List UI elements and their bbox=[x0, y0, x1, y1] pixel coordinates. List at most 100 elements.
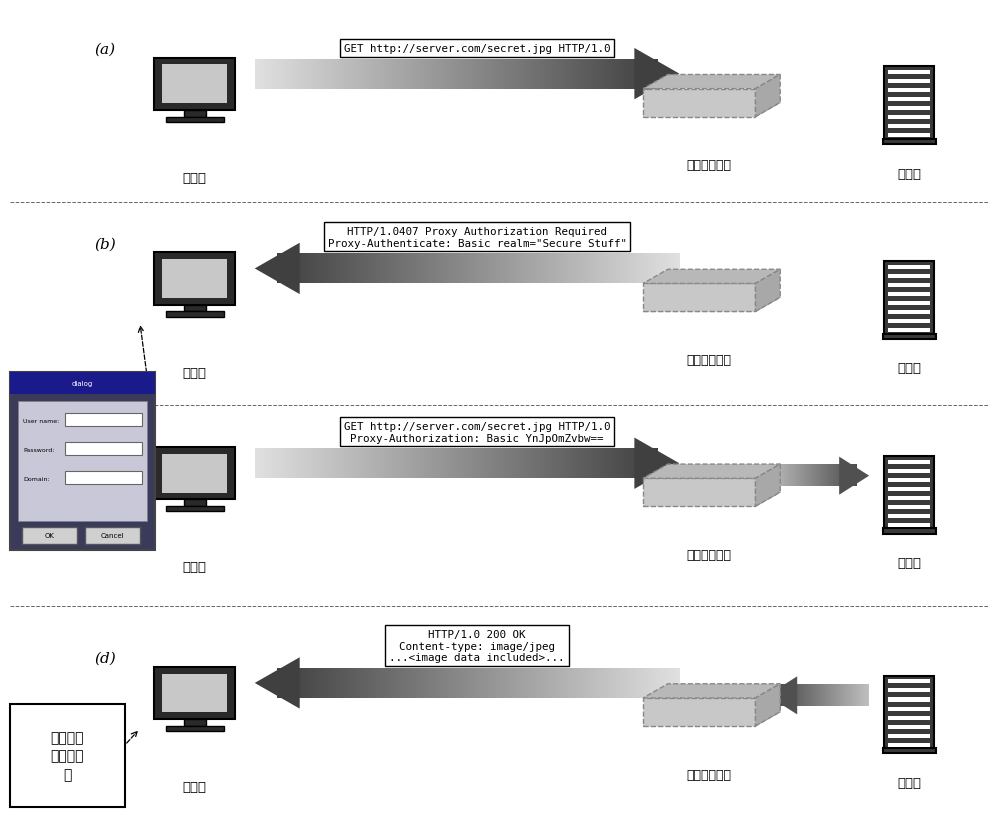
Polygon shape bbox=[643, 284, 755, 312]
Text: 访问控制代理: 访问控制代理 bbox=[686, 354, 732, 367]
Polygon shape bbox=[643, 270, 780, 284]
Polygon shape bbox=[643, 479, 755, 507]
Polygon shape bbox=[643, 298, 780, 312]
Polygon shape bbox=[166, 507, 224, 512]
Polygon shape bbox=[888, 496, 930, 500]
Polygon shape bbox=[888, 266, 930, 270]
FancyBboxPatch shape bbox=[65, 471, 142, 484]
Text: 服务器: 服务器 bbox=[897, 167, 921, 181]
FancyBboxPatch shape bbox=[10, 373, 155, 394]
Text: 访问控制代理: 访问控制代理 bbox=[686, 768, 732, 781]
Polygon shape bbox=[888, 706, 930, 710]
Text: OK: OK bbox=[45, 532, 54, 539]
Text: 客户端: 客户端 bbox=[183, 780, 207, 793]
Polygon shape bbox=[184, 720, 206, 726]
Polygon shape bbox=[755, 75, 780, 118]
Polygon shape bbox=[184, 111, 206, 118]
Text: 客户端: 客户端 bbox=[183, 171, 207, 185]
Polygon shape bbox=[163, 674, 227, 713]
Polygon shape bbox=[163, 65, 227, 104]
Polygon shape bbox=[888, 523, 930, 527]
Polygon shape bbox=[888, 80, 930, 84]
Polygon shape bbox=[888, 734, 930, 738]
Polygon shape bbox=[755, 270, 780, 312]
Text: (c): (c) bbox=[95, 432, 115, 445]
Text: 服务器: 服务器 bbox=[897, 776, 921, 789]
Polygon shape bbox=[882, 140, 936, 145]
FancyBboxPatch shape bbox=[65, 413, 142, 426]
Polygon shape bbox=[154, 253, 236, 306]
Polygon shape bbox=[154, 667, 236, 720]
Polygon shape bbox=[888, 98, 930, 102]
Polygon shape bbox=[888, 460, 930, 465]
Text: 客户端: 客户端 bbox=[183, 561, 207, 574]
Polygon shape bbox=[166, 726, 224, 731]
Polygon shape bbox=[888, 680, 930, 684]
Polygon shape bbox=[888, 292, 930, 296]
Polygon shape bbox=[255, 243, 300, 295]
Polygon shape bbox=[888, 71, 930, 75]
Polygon shape bbox=[888, 715, 930, 720]
Polygon shape bbox=[888, 487, 930, 491]
Polygon shape bbox=[888, 116, 930, 120]
Polygon shape bbox=[643, 465, 780, 479]
FancyBboxPatch shape bbox=[10, 373, 155, 551]
Polygon shape bbox=[154, 448, 236, 500]
Polygon shape bbox=[888, 329, 930, 333]
Text: 客户端: 客户端 bbox=[183, 366, 207, 379]
Polygon shape bbox=[154, 59, 236, 111]
Polygon shape bbox=[888, 698, 930, 701]
Polygon shape bbox=[884, 456, 934, 529]
Text: 服务器: 服务器 bbox=[897, 556, 921, 570]
Polygon shape bbox=[888, 107, 930, 111]
Polygon shape bbox=[888, 125, 930, 129]
Polygon shape bbox=[888, 514, 930, 518]
Polygon shape bbox=[634, 438, 679, 489]
Polygon shape bbox=[163, 260, 227, 299]
Polygon shape bbox=[184, 500, 206, 507]
Polygon shape bbox=[839, 457, 869, 495]
Polygon shape bbox=[882, 749, 936, 753]
Polygon shape bbox=[888, 310, 930, 315]
Text: Cancel: Cancel bbox=[101, 532, 124, 539]
Polygon shape bbox=[888, 469, 930, 474]
Text: (b): (b) bbox=[94, 238, 116, 251]
FancyBboxPatch shape bbox=[10, 704, 125, 807]
Polygon shape bbox=[643, 75, 780, 89]
Text: GET http://server.com/secret.jpg HTTP/1.0: GET http://server.com/secret.jpg HTTP/1.… bbox=[344, 44, 610, 54]
Polygon shape bbox=[888, 743, 930, 747]
Polygon shape bbox=[643, 493, 780, 507]
Polygon shape bbox=[888, 89, 930, 93]
Text: 访问控制代理: 访问控制代理 bbox=[686, 159, 732, 172]
Polygon shape bbox=[255, 657, 300, 709]
Polygon shape bbox=[884, 67, 934, 140]
Polygon shape bbox=[767, 676, 797, 715]
Polygon shape bbox=[888, 284, 930, 287]
Polygon shape bbox=[888, 724, 930, 729]
Polygon shape bbox=[888, 505, 930, 509]
FancyBboxPatch shape bbox=[22, 527, 77, 544]
Polygon shape bbox=[888, 301, 930, 306]
Polygon shape bbox=[882, 335, 936, 339]
Text: 服务器: 服务器 bbox=[897, 362, 921, 375]
Text: 需要严格
保密的图
片: 需要严格 保密的图 片 bbox=[51, 730, 84, 781]
Polygon shape bbox=[643, 712, 780, 726]
FancyBboxPatch shape bbox=[85, 527, 140, 544]
Polygon shape bbox=[643, 89, 755, 118]
FancyBboxPatch shape bbox=[65, 442, 142, 455]
FancyBboxPatch shape bbox=[18, 402, 147, 522]
Text: dialog: dialog bbox=[72, 380, 93, 387]
Polygon shape bbox=[882, 529, 936, 534]
Polygon shape bbox=[634, 49, 679, 100]
Polygon shape bbox=[888, 479, 930, 482]
Polygon shape bbox=[643, 684, 780, 698]
Text: HTTP/1.0407 Proxy Authorization Required
Proxy-Authenticate: Basic realm="Secure: HTTP/1.0407 Proxy Authorization Required… bbox=[328, 227, 626, 248]
Polygon shape bbox=[163, 455, 227, 493]
Polygon shape bbox=[884, 676, 934, 749]
Polygon shape bbox=[643, 104, 780, 118]
Polygon shape bbox=[888, 134, 930, 138]
Text: 访问控制代理: 访问控制代理 bbox=[686, 548, 732, 561]
Text: GET http://server.com/secret.jpg HTTP/1.0
Proxy-Authorization: Basic YnJpOmZvbw=: GET http://server.com/secret.jpg HTTP/1.… bbox=[344, 421, 610, 443]
Polygon shape bbox=[166, 118, 224, 123]
Polygon shape bbox=[888, 320, 930, 324]
